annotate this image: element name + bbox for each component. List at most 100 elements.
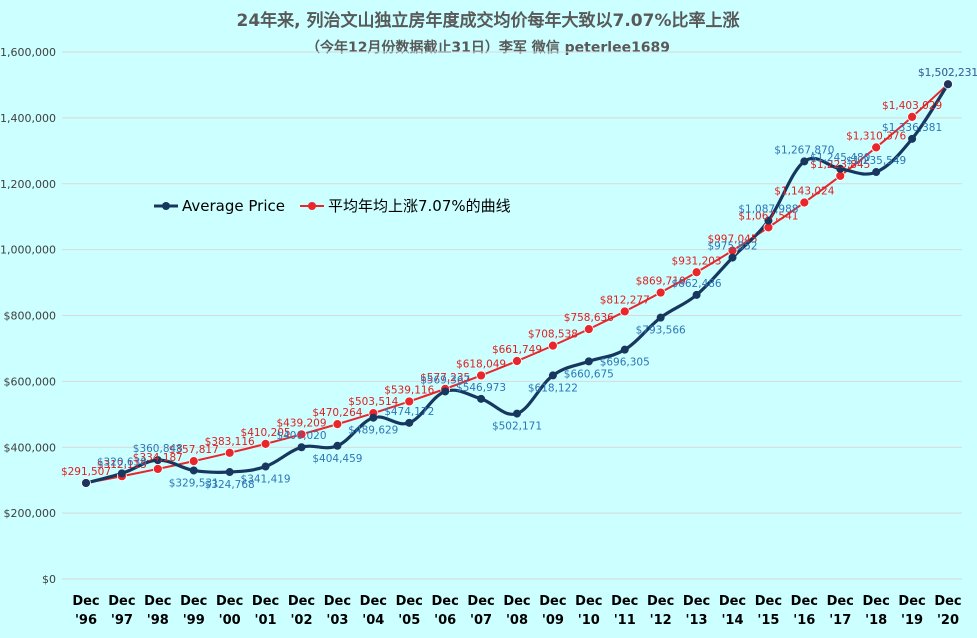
legend-trend-label: 平均年均上涨7.07%的曲线 [328, 197, 511, 215]
x-tick-label: Dec [898, 594, 925, 609]
trend-point [152, 464, 163, 474]
average-price-point [117, 469, 126, 478]
x-tick-label: '14 [721, 613, 743, 628]
trend-point [691, 267, 702, 278]
average-price-point [513, 409, 521, 418]
trend-data-label: $539,116 [384, 384, 434, 396]
average-price-point [477, 394, 486, 403]
y-tick-label: $800,000 [4, 310, 57, 323]
average-data-label: $502,171 [492, 421, 542, 433]
average-data-label: $696,305 [600, 357, 650, 369]
average-data-label: $862,486 [672, 278, 722, 290]
trend-point [260, 438, 271, 449]
x-tick-label: Dec [288, 594, 315, 609]
x-tick-label: '15 [757, 613, 779, 628]
trend-point [296, 429, 307, 440]
average-price-point [225, 468, 234, 477]
x-tick-label: Dec [324, 594, 351, 609]
average-price-point [441, 387, 450, 396]
x-tick-label: Dec [575, 594, 602, 609]
x-tick-label: Dec [863, 594, 890, 609]
average-data-label: $329,531 [169, 477, 219, 489]
average-data-label: $474,172 [384, 406, 434, 418]
x-tick-label: '10 [578, 613, 600, 628]
chart-subtitle: （今年12月份数据截止31日）李军 微信 peterlee1689 [306, 39, 670, 56]
legend-avg-label: Average Price [182, 197, 285, 215]
legend: Average Price 平均年均上涨7.07%的曲线 [154, 197, 511, 215]
trend-point [404, 396, 415, 407]
trend-point [332, 419, 343, 430]
trend-point [655, 287, 666, 298]
trend-point [619, 306, 630, 317]
average-data-label: $618,122 [528, 382, 578, 394]
trend-data-label: $357,817 [169, 444, 219, 456]
average-price-point [153, 456, 162, 465]
y-tick-label: $200,000 [4, 507, 57, 520]
trend-data-label: $439,209 [276, 417, 326, 429]
trend-point [799, 197, 810, 208]
x-tick-label: '00 [219, 613, 241, 628]
x-tick-label: '06 [434, 613, 456, 628]
average-data-label: $1,245,480 [810, 152, 870, 164]
average-price-point [944, 80, 952, 89]
y-tick-label: $600,000 [4, 375, 57, 388]
average-price-point [872, 168, 881, 177]
trend-data-label: $931,203 [672, 255, 722, 267]
average-data-label: $569,367 [420, 374, 470, 386]
average-price-point [297, 443, 306, 452]
trend-data-label: $812,277 [600, 294, 650, 306]
x-tick-label: Dec [827, 594, 854, 609]
x-axis: Dec '96 Dec '97 Dec '98 Dec '99 Dec '00 Dec '01 Dec '… [72, 594, 961, 628]
trend-data-label: $618,049 [456, 358, 506, 370]
trend-point [871, 142, 882, 153]
average-price-point [584, 357, 593, 366]
average-price-point [369, 413, 378, 422]
x-tick-label: '99 [183, 613, 205, 628]
x-tick-label: '07 [470, 613, 492, 628]
x-tick-label: Dec [683, 594, 710, 609]
x-tick-label: Dec [719, 594, 746, 609]
x-tick-label: '98 [147, 613, 169, 628]
average-data-label: $1,336,381 [882, 122, 942, 134]
trend-data-label: $577,235 [420, 372, 470, 384]
trend-data-label: $997,045 [707, 234, 757, 246]
average-data-label: $660,675 [564, 368, 614, 380]
gridlines [62, 51, 962, 580]
x-tick-label: '19 [901, 613, 923, 628]
x-tick-label: '12 [650, 613, 672, 628]
average-data-label: $360,848 [133, 443, 183, 455]
trend-data-label: $1,403,029 [882, 100, 942, 112]
average-data-label: $1,267,870 [774, 144, 834, 156]
trend-data-label: $1,143,024 [774, 186, 834, 198]
average-price-point [692, 290, 701, 299]
x-tick-label: '96 [75, 613, 97, 628]
x-tick-label: Dec [180, 594, 207, 609]
x-tick-label: Dec [72, 594, 99, 609]
average-price-point [261, 462, 270, 471]
average-price-point [656, 313, 665, 322]
average-data-label: $546,973 [456, 382, 506, 394]
trend-data-label: $291,507 [61, 466, 111, 478]
x-tick-label: Dec [791, 594, 818, 609]
trend-data-label: $1,067,541 [738, 210, 798, 222]
x-tick-label: '09 [542, 613, 564, 628]
average-price-point [189, 466, 198, 475]
x-tick-label: '04 [362, 613, 384, 628]
trend-point [548, 340, 558, 351]
x-tick-label: '13 [686, 613, 708, 628]
trend-point [512, 356, 522, 366]
trend-point [476, 370, 486, 381]
chart-title: 24年来, 列治文山独立房年度成交均价每年大致以7.07%比率上涨 [236, 10, 739, 31]
trend-data-label: $312,115 [97, 459, 147, 471]
x-tick-label: Dec [108, 594, 135, 609]
x-tick-label: '16 [793, 613, 815, 628]
x-tick-label: '11 [614, 613, 636, 628]
trend-data-label: $383,116 [205, 436, 255, 448]
average-price-point [728, 253, 737, 262]
x-tick-label: Dec [647, 594, 674, 609]
trend-data-label: $1,223,845 [810, 159, 870, 171]
trend-data-label: $334,187 [133, 452, 183, 464]
x-tick-label: '17 [829, 613, 851, 628]
x-tick-label: '18 [865, 613, 887, 628]
